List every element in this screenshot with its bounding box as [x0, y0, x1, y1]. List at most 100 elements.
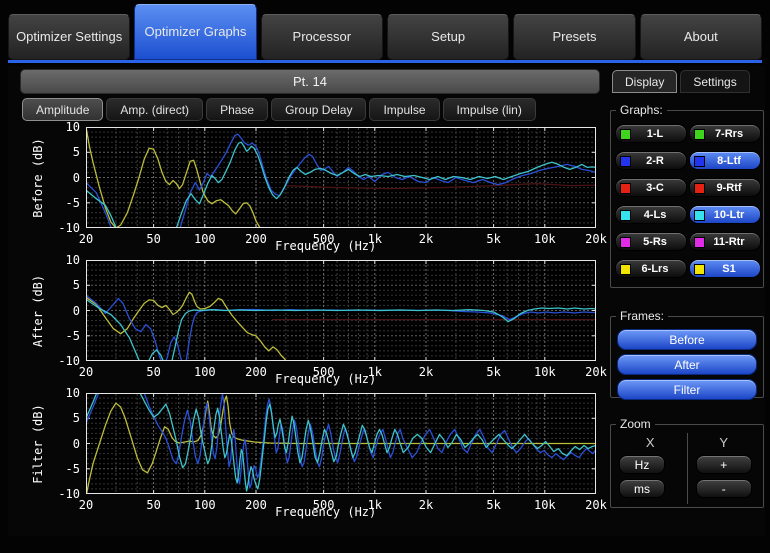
- top-tab-setup[interactable]: Setup: [386, 14, 510, 60]
- channel-button-5-rs[interactable]: 5-Rs: [615, 232, 687, 251]
- x-tick-label: 1k: [367, 232, 383, 246]
- y-tick-label: 5: [72, 278, 80, 293]
- channel-led: [620, 237, 631, 248]
- channel-label: 9-Rtf: [716, 181, 742, 194]
- top-tab-processor[interactable]: Processor: [260, 14, 383, 60]
- x-tick-label: 20: [78, 498, 94, 512]
- graph-type-tabs: Amplitude Amp. (direct) Phase Group Delay Im…: [22, 98, 536, 121]
- x-tick-label: 10k: [533, 365, 556, 379]
- tab-settings[interactable]: Settings: [680, 70, 750, 93]
- top-tab-presets[interactable]: Presets: [513, 14, 636, 60]
- channel-button-4-ls[interactable]: 4-Ls: [615, 205, 687, 224]
- tab-phase[interactable]: Phase: [206, 98, 269, 121]
- channel-label: S1: [722, 262, 736, 275]
- tab-group-delay[interactable]: Group Delay: [271, 98, 367, 121]
- x-tick-label: 10k: [533, 498, 556, 512]
- x-tick-label: 10k: [533, 232, 556, 246]
- x-tick-label: 20: [78, 365, 94, 379]
- plot-area: [86, 393, 596, 494]
- channel-button-s1[interactable]: S1: [689, 259, 761, 278]
- frame-button-before[interactable]: Before: [617, 329, 757, 350]
- channel-led: [620, 156, 631, 167]
- zoom-button-+[interactable]: +: [695, 455, 752, 474]
- x-tick-label: 20k: [585, 365, 607, 379]
- channel-led: [694, 237, 705, 248]
- zoom-columns: X Hz ms Y + -: [614, 433, 760, 504]
- channel-button-3-c[interactable]: 3-C: [615, 178, 687, 197]
- plot-area: [86, 127, 596, 228]
- channel-button-2-r[interactable]: 2-R: [615, 151, 687, 170]
- zoom-button-btn[interactable]: -: [695, 479, 752, 498]
- channel-button-10-ltr[interactable]: 10-Ltr: [689, 205, 761, 224]
- channel-led: [694, 156, 705, 167]
- x-tick-label: 20k: [585, 232, 607, 246]
- channel-label: 8-Ltf: [717, 154, 741, 167]
- x-tick-row: 20 50 100 200 500 1k 2k 5k 10k 20k Frequency (Hz): [79, 363, 607, 389]
- x-tick-row: 20 50 100 200 500 1k 2k 5k 10k 20k Frequency (Hz): [79, 496, 607, 522]
- zoom-button-hz[interactable]: Hz: [619, 455, 665, 474]
- x-tick-label: 20: [78, 232, 94, 246]
- tab-impulse-lin[interactable]: Impulse (lin): [442, 98, 536, 121]
- y-tick-label: 10: [65, 120, 80, 134]
- y-axis-label: Before (dB): [31, 137, 45, 218]
- x-tick-label: 500: [312, 498, 335, 512]
- channel-label: 2-R: [646, 154, 664, 167]
- x-tick-label: 200: [245, 498, 267, 512]
- chart-before-db: Before (dB) 10 5 0 -5 -10 20 50 100 200 500 1k 2k 5k 1…: [8, 120, 608, 257]
- right-panel: Display Settings Graphs: 1-L 2-R 3-C 4-Ls 5-R…: [608, 66, 765, 536]
- x-tick-label: 500: [312, 232, 335, 246]
- x-tick-label: 100: [193, 232, 216, 246]
- channel-button-1-l[interactable]: 1-L: [615, 124, 687, 143]
- x-tick-label: 5k: [486, 232, 501, 246]
- graphs-group-legend: Graphs:: [616, 103, 667, 117]
- frame-button-after[interactable]: After: [617, 354, 757, 375]
- x-tick-label: 100: [193, 365, 216, 379]
- graph-panel: Pt. 14 Amplitude Amp. (direct) Phase Group …: [8, 66, 608, 536]
- y-axis-label: After (dB): [31, 274, 45, 347]
- x-tick-label: 2k: [418, 498, 434, 512]
- y-tick-label: 0: [72, 170, 80, 185]
- zoom-group-legend: Zoom: [616, 417, 655, 431]
- frames-group: Frames: Before After Filter: [610, 309, 764, 400]
- y-tick-label: -5: [65, 195, 80, 210]
- tab-amp-direct[interactable]: Amp. (direct): [106, 98, 204, 121]
- y-tick-label: -5: [65, 328, 80, 343]
- right-panel-tabs: Display Settings: [612, 70, 750, 93]
- x-tick-label: 50: [146, 365, 161, 379]
- channel-button-9-rtf[interactable]: 9-Rtf: [689, 178, 761, 197]
- top-tab-about[interactable]: About: [639, 14, 762, 60]
- frame-button-filter[interactable]: Filter: [617, 379, 757, 400]
- x-tick-label: 50: [146, 498, 161, 512]
- channel-button-7-rrs[interactable]: 7-Rrs: [689, 124, 761, 143]
- channel-label: 11-Rtr: [713, 235, 745, 248]
- top-tab-optimizer-graphs[interactable]: Optimizer Graphs: [134, 4, 257, 60]
- top-tab-optimizer-settings[interactable]: Optimizer Settings: [8, 14, 131, 60]
- x-tick-label: 5k: [486, 498, 501, 512]
- tab-display[interactable]: Display: [612, 70, 678, 93]
- x-tick-label: 200: [245, 232, 267, 246]
- channel-led: [694, 210, 705, 221]
- top-tab-bar: Optimizer Settings Optimizer Graphs Proces…: [8, 4, 762, 60]
- chart-after-db: After (dB) 10 5 0 -5 -10 20 50 100 200 500 1k 2k 5k 10…: [8, 253, 608, 390]
- channel-button-6-lrs[interactable]: 6-Lrs: [615, 259, 687, 278]
- tab-amplitude[interactable]: Amplitude: [22, 98, 104, 121]
- channel-led: [694, 183, 705, 194]
- channel-button-11-rtr[interactable]: 11-Rtr: [689, 232, 761, 251]
- y-tick-label: 0: [72, 436, 80, 451]
- y-tick-label: -10: [58, 487, 80, 501]
- x-tick-label: 500: [312, 365, 335, 379]
- zoom-column-x: X Hz ms: [614, 433, 687, 504]
- channel-led: [694, 129, 705, 140]
- x-tick-label: 200: [245, 365, 267, 379]
- channel-label: 10-Ltr: [713, 208, 745, 221]
- zoom-column-y: Y + -: [686, 433, 761, 504]
- x-axis-label: Frequency (Hz): [275, 239, 377, 253]
- channel-button-8-ltf[interactable]: 8-Ltf: [689, 151, 761, 170]
- zoom-axis-label: Y: [719, 435, 729, 450]
- channel-label: 6-Lrs: [641, 262, 669, 275]
- zoom-button-ms[interactable]: ms: [619, 479, 665, 498]
- channel-label: 1-L: [646, 127, 664, 140]
- tab-impulse[interactable]: Impulse: [369, 98, 440, 121]
- x-tick-label: 2k: [418, 232, 434, 246]
- graphs-group: Graphs: 1-L 2-R 3-C 4-Ls 5-Rs 6-Lrs 7-Rrs 8-Ltf…: [610, 103, 764, 288]
